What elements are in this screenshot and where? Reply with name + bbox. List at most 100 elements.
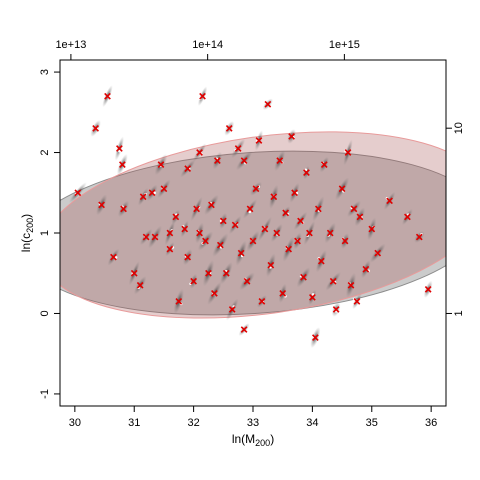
marker-stroke	[261, 225, 269, 233]
marker-stroke	[196, 149, 203, 156]
true-value-marker	[288, 133, 295, 140]
true-value-marker	[353, 298, 361, 305]
true-value-marker	[118, 161, 126, 168]
marker-stroke	[311, 334, 319, 341]
marker-stroke	[181, 225, 189, 233]
marker-stroke	[157, 161, 165, 168]
y-tick-label: 0	[39, 310, 51, 316]
marker-stroke	[300, 273, 307, 281]
marker-stroke	[294, 237, 301, 245]
true-value-marker	[291, 189, 298, 197]
true-value-layer	[74, 92, 432, 341]
true-value-marker	[303, 169, 310, 177]
true-value-marker	[332, 306, 340, 313]
marker-stroke	[326, 229, 334, 237]
true-value-marker	[314, 205, 322, 213]
true-value-marker	[240, 157, 248, 164]
marker-stroke	[255, 137, 263, 144]
true-value-marker	[196, 149, 203, 156]
marker-stroke	[264, 100, 272, 108]
true-value-marker	[181, 225, 189, 233]
true-value-marker	[368, 225, 376, 233]
top-tick-label: 1e+15	[329, 39, 360, 51]
true-value-marker	[172, 213, 180, 221]
marker-stroke	[110, 253, 117, 261]
marker-stroke	[139, 193, 147, 201]
true-value-marker	[285, 245, 292, 253]
true-value-marker	[208, 201, 215, 209]
marker-stroke	[116, 145, 123, 152]
marker-stroke	[338, 185, 346, 193]
true-value-marker	[297, 217, 304, 225]
true-value-marker	[104, 92, 111, 100]
true-value-marker	[202, 237, 209, 245]
marker-stroke	[303, 169, 310, 177]
y-tick-label: 3	[39, 69, 51, 75]
right-tick-label: 1	[453, 310, 465, 316]
true-value-marker	[362, 265, 370, 273]
marker-stroke	[118, 161, 126, 168]
marker-stroke	[92, 125, 99, 132]
true-value-marker	[276, 157, 284, 164]
marker-stroke	[142, 233, 150, 241]
marker-stroke	[199, 92, 206, 100]
marker-stroke	[282, 209, 290, 217]
marker-stroke	[249, 237, 257, 245]
true-value-marker	[264, 100, 272, 108]
marker-stroke	[344, 149, 352, 156]
marker-stroke	[288, 133, 295, 140]
marker-stroke	[196, 229, 203, 237]
marker-stroke	[404, 213, 411, 221]
marker-stroke	[205, 269, 212, 277]
marker-stroke	[211, 289, 218, 297]
marker-stroke	[415, 233, 423, 241]
marker-stroke	[136, 281, 144, 289]
true-value-marker	[142, 233, 150, 241]
x-tick-label: 31	[128, 417, 140, 429]
true-value-marker	[374, 249, 382, 257]
true-value-marker	[249, 237, 257, 245]
true-value-marker	[267, 261, 275, 269]
true-value-marker	[258, 298, 266, 305]
true-value-marker	[309, 294, 316, 301]
true-value-marker	[166, 245, 174, 253]
marker-stroke	[285, 245, 292, 253]
true-value-marker	[130, 269, 138, 277]
marker-stroke	[341, 237, 349, 245]
marker-stroke	[306, 229, 313, 237]
true-value-marker	[151, 233, 159, 241]
marker-stroke	[237, 249, 245, 257]
marker-stroke	[216, 241, 224, 249]
true-value-marker	[160, 185, 168, 193]
marker-stroke	[184, 253, 192, 261]
true-value-marker	[199, 92, 206, 100]
marker-stroke	[166, 229, 174, 237]
posterior-mean-point	[153, 191, 156, 195]
axes: 30 31 32 33 34 35 36 -1 0 1 2 3 1e+13 1e+14 1e+15 1 10	[39, 39, 465, 429]
marker-stroke	[291, 189, 298, 197]
true-value-marker	[214, 157, 221, 164]
marker-stroke	[193, 205, 200, 213]
posterior-mean-point	[248, 210, 252, 214]
top-tick-label: 1e+14	[192, 39, 223, 51]
marker-stroke	[270, 193, 278, 201]
marker-stroke	[175, 298, 183, 305]
top-tick-label: 1e+13	[55, 39, 86, 51]
marker-stroke	[172, 213, 180, 221]
marker-stroke	[151, 233, 159, 241]
right-tick-label: 10	[453, 122, 465, 134]
y-tick-label: 1	[39, 230, 51, 236]
true-value-marker	[317, 257, 325, 265]
marker-stroke	[214, 157, 221, 164]
marker-stroke	[240, 157, 248, 164]
true-value-marker	[157, 161, 165, 168]
marker-stroke	[130, 269, 138, 277]
marker-stroke	[160, 185, 168, 193]
marker-stroke	[240, 326, 248, 333]
marker-stroke	[246, 205, 254, 213]
marker-stroke	[225, 125, 233, 132]
true-value-marker	[136, 281, 144, 289]
marker-stroke	[424, 285, 432, 293]
true-value-marker	[205, 269, 212, 277]
marker-stroke	[314, 205, 322, 213]
